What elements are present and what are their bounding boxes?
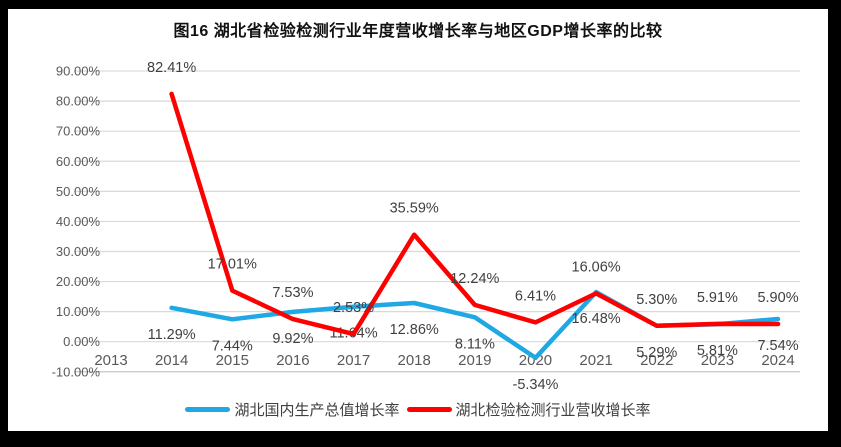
y-tick-label: 70.00% — [56, 124, 101, 139]
x-tick-label: 2017 — [337, 352, 370, 369]
y-tick-label: 0.00% — [63, 334, 100, 349]
y-tick-label: 90.00% — [56, 64, 101, 79]
revenue-line — [169, 91, 781, 337]
revenue-line-swatch-icon — [406, 407, 452, 412]
data-label: 11.29% — [148, 327, 196, 343]
chart-area: 图16 湖北省检验检测行业年度营收增长率与地区GDP增长率的比较 90.00% 8… — [8, 9, 828, 431]
x-tick-label: 2022 — [640, 352, 673, 369]
legend-label-gdp: 湖北国内生产总值增长率 — [234, 402, 400, 419]
data-label: 5.90% — [757, 290, 798, 306]
y-tick-label: 20.00% — [56, 274, 101, 289]
x-tick-label: 2016 — [276, 352, 309, 369]
data-label: 5.91% — [697, 290, 738, 306]
y-tick-label: 30.00% — [56, 244, 101, 259]
y-tick-label: -10.00% — [52, 364, 101, 379]
legend-item-gdp: 湖北国内生产总值增长率 — [185, 399, 400, 420]
data-label: 17.01% — [208, 257, 257, 273]
chart-legend: 湖北国内生产总值增长率 湖北检验检测行业营收增长率 — [8, 399, 828, 420]
data-label: 7.53% — [272, 285, 313, 301]
x-tick-label: 2015 — [216, 352, 249, 369]
x-tick-label: 2013 — [94, 352, 127, 369]
data-label: 9.92% — [272, 331, 313, 347]
y-tick-label: 40.00% — [56, 214, 101, 229]
data-label: 5.30% — [636, 292, 677, 308]
x-tick-label: 2018 — [398, 352, 431, 369]
data-label: 2.53% — [333, 300, 374, 316]
x-tick-label: 2024 — [761, 352, 794, 369]
y-tick-label: 50.00% — [56, 184, 101, 199]
data-label: 16.48% — [572, 311, 621, 327]
x-tick-label: 2014 — [155, 352, 188, 369]
data-label: -5.34% — [513, 377, 559, 393]
x-tick-label: 2023 — [701, 352, 734, 369]
y-tick-label: 10.00% — [56, 304, 101, 319]
x-tick-label: 2020 — [519, 352, 552, 369]
data-label: 82.41% — [147, 60, 196, 76]
data-label: 8.11% — [455, 336, 495, 352]
legend-item-revenue: 湖北检验检测行业营收增长率 — [406, 399, 651, 420]
data-label: 6.41% — [515, 288, 556, 304]
data-label: 7.54% — [757, 338, 798, 354]
x-tick-label: 2021 — [579, 352, 612, 369]
data-label: 5.29% — [636, 345, 677, 361]
data-label: 35.59% — [390, 201, 439, 217]
y-tick-label: 80.00% — [56, 94, 101, 109]
data-label: 7.44% — [212, 338, 253, 354]
data-label: 12.86% — [390, 322, 439, 338]
data-label: 12.24% — [450, 271, 499, 287]
x-tick-label: 2019 — [458, 352, 491, 369]
data-label: 5.81% — [697, 343, 738, 359]
chart-canvas: 90.00% 80.00% 70.00% 60.00% 50.00% 40.00% 30.0… — [52, 60, 800, 393]
data-label: 16.06% — [572, 259, 621, 275]
chart-title: 图16 湖北省检验检测行业年度营收增长率与地区GDP增长率的比较 — [173, 23, 663, 40]
gdp-line-swatch-icon — [185, 407, 231, 412]
legend-label-revenue: 湖北检验检测行业营收增长率 — [455, 402, 651, 419]
y-tick-label: 60.00% — [56, 154, 101, 169]
